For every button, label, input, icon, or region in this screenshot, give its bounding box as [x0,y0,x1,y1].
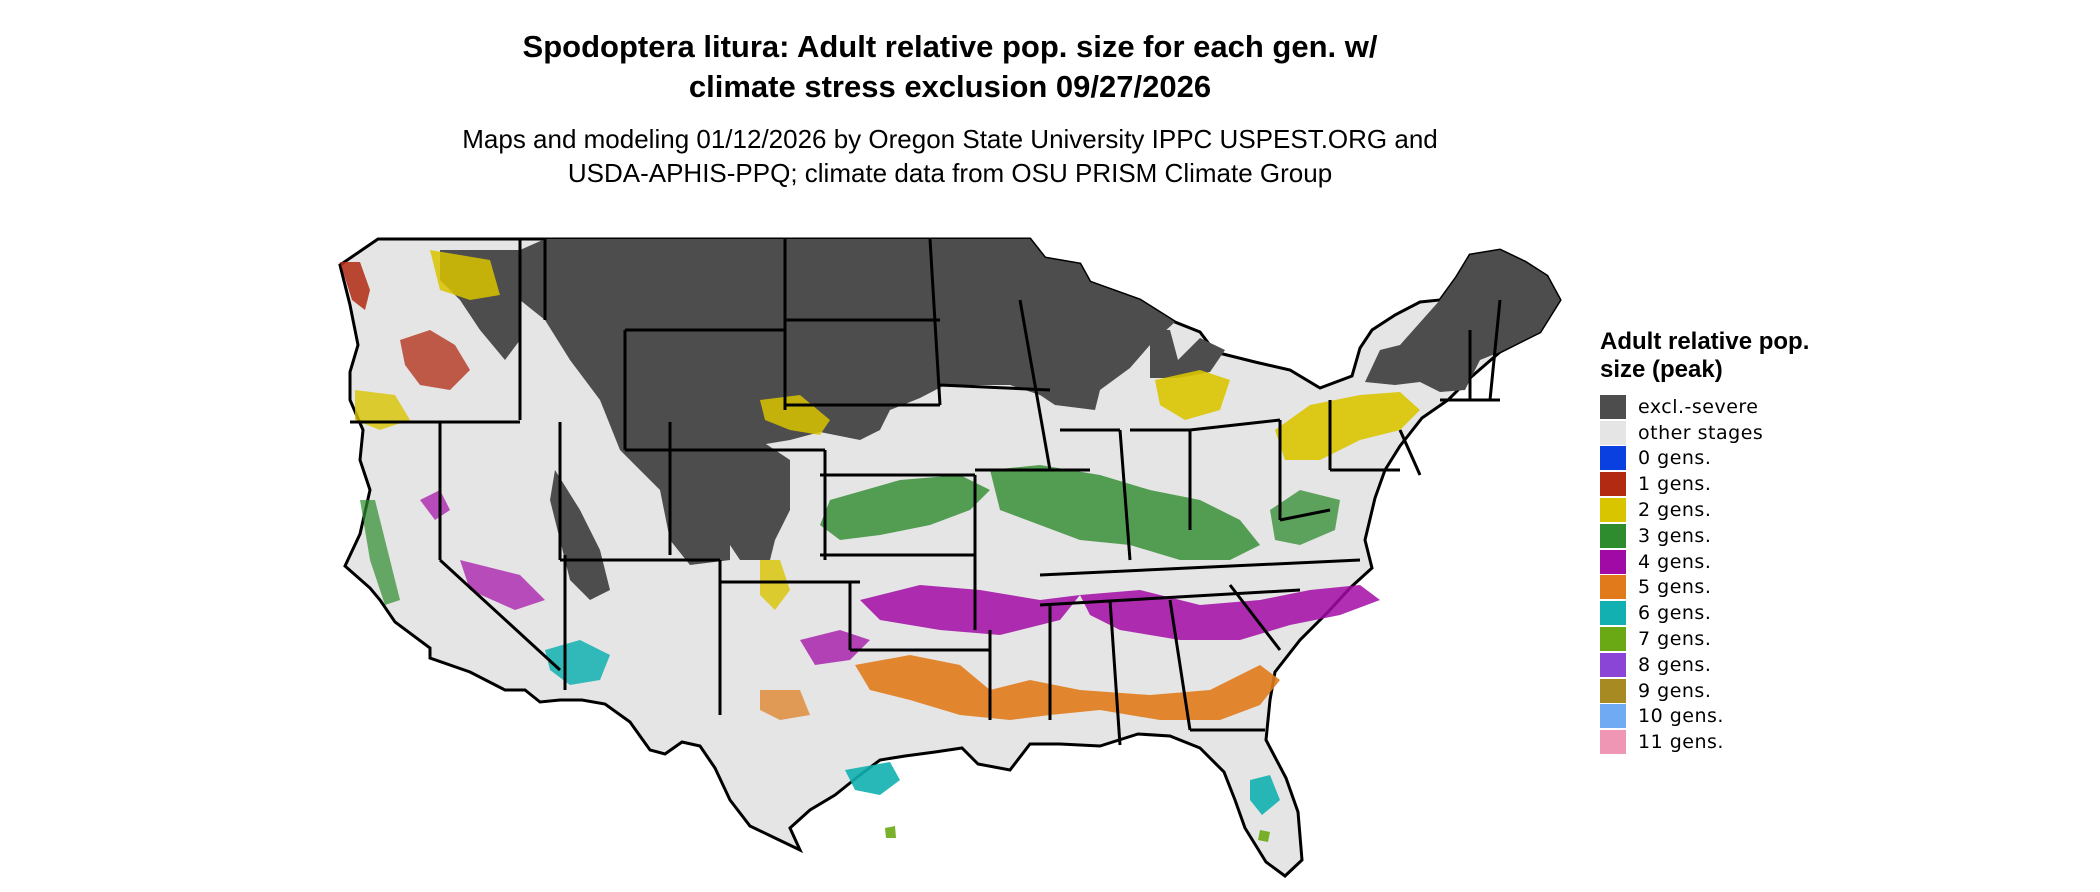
coastal-7gen [885,826,1270,842]
colorado-2gen [760,560,790,610]
virginia-3gen [1270,490,1340,545]
legend-swatch [1600,730,1626,755]
legend-swatch [1600,472,1626,497]
northeast-2gen [1275,392,1420,460]
gulf-states-5gen [855,655,1280,720]
arizona-6gen [545,640,610,685]
legend-swatch [1600,394,1626,419]
legend-swatch [1600,601,1626,626]
legend-label: other stages [1638,421,1764,444]
legend-item: 5 gens. [1600,575,1820,601]
central-plains-3gen [820,475,990,540]
legend-swatch [1600,575,1626,600]
southwest-4gen [420,490,545,610]
map-legend: Adult relative pop. size (peak) excl.-se… [1600,328,1820,755]
legend-item: 0 gens. [1600,446,1820,472]
title-line-2: climate stress exclusion 09/27/2026 [688,69,1212,104]
legend-item: 8 gens. [1600,652,1820,678]
legend-swatch [1600,549,1626,574]
texas-panhandle-4gen [800,630,870,665]
south-texas-6gen [845,762,900,795]
legend-label: 4 gens. [1638,550,1712,573]
legend-label: excl.-severe [1638,395,1759,418]
legend-swatch [1600,523,1626,548]
legend-item: 1 gens. [1600,471,1820,497]
pacific-northwest-2gen [430,250,500,300]
legend-item: 11 gens. [1600,729,1820,755]
west-texas-5gen [760,690,810,720]
legend-label: 5 gens. [1638,576,1712,599]
legend-swatch [1600,627,1626,652]
legend-swatch [1600,498,1626,523]
title-line-1: Spodoptera litura: Adult relative pop. s… [522,29,1378,64]
legend-swatch [1600,704,1626,729]
legend-item: other stages [1600,420,1820,446]
exclusion-zones [440,239,1560,600]
pacific-northwest-1gen-inland [400,330,470,390]
great-lakes-2gen [1155,370,1230,420]
rocky-mountain-exclusion [690,440,790,560]
legend-label: 11 gens. [1638,731,1724,754]
legend-swatch [1600,420,1626,445]
legend-item: 4 gens. [1600,549,1820,575]
great-lakes-exclusion [1150,330,1225,378]
state-borders [350,238,1502,746]
legend-item: 10 gens. [1600,704,1820,730]
northern-plains-2gen [760,395,830,435]
legend-item: 7 gens. [1600,626,1820,652]
legend-label: 3 gens. [1638,524,1712,547]
legend-title: Adult relative pop. size (peak) [1600,328,1810,383]
us-map [338,237,1562,878]
legend-label: 6 gens. [1638,602,1712,625]
legend-label: 2 gens. [1638,499,1712,522]
pacific-northwest-1gen [340,262,370,310]
great-basin-exclusion [550,470,610,600]
legend-label: 0 gens. [1638,447,1712,470]
subtitle-line-2: USDA-APHIS-PPQ; climate data from OSU PR… [567,158,1333,188]
legend-item: 3 gens. [1600,523,1820,549]
legend-label: 1 gens. [1638,473,1712,496]
legend-label: 10 gens. [1638,705,1724,728]
mid-south-4gen [860,585,1080,635]
legend-item: 6 gens. [1600,600,1820,626]
subtitle-line-1: Maps and modeling 01/12/2026 by Oregon S… [462,124,1438,154]
legend-label: 9 gens. [1638,679,1712,702]
legend-item: 9 gens. [1600,678,1820,704]
florida-6gen [1250,775,1280,815]
legend-label: 7 gens. [1638,628,1712,651]
legend-items: excl.-severe other stages 0 gens. 1 gens. 2 … [1600,394,1820,755]
legend-item: excl.-severe [1600,394,1820,420]
legend-item: 2 gens. [1600,497,1820,523]
legend-label: 8 gens. [1638,653,1712,676]
legend-swatch [1600,652,1626,677]
new-england-exclusion [1365,250,1560,392]
northern-plains-exclusion [520,239,1175,565]
legend-swatch [1600,678,1626,703]
oregon-2gen [355,390,410,430]
california-3gen [360,500,400,605]
legend-swatch [1600,446,1626,471]
